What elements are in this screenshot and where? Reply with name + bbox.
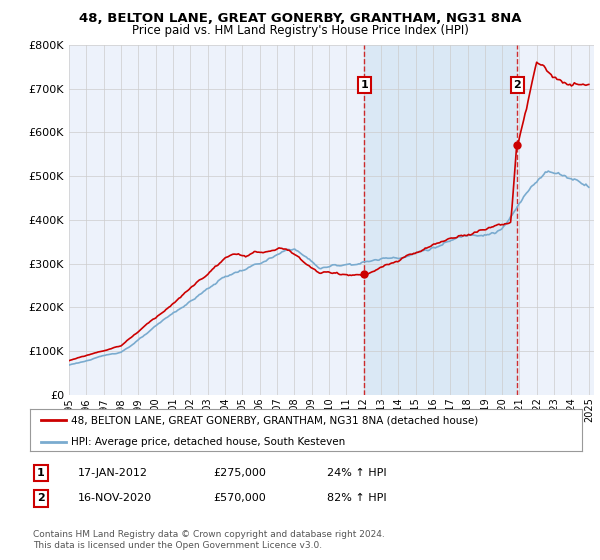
Text: 2: 2 (514, 80, 521, 90)
Text: This data is licensed under the Open Government Licence v3.0.: This data is licensed under the Open Gov… (33, 541, 322, 550)
Text: 2: 2 (37, 493, 44, 503)
Text: 1: 1 (361, 80, 368, 90)
Text: 16-NOV-2020: 16-NOV-2020 (78, 493, 152, 503)
Text: 17-JAN-2012: 17-JAN-2012 (78, 468, 148, 478)
Text: HPI: Average price, detached house, South Kesteven: HPI: Average price, detached house, Sout… (71, 437, 346, 446)
Text: Price paid vs. HM Land Registry's House Price Index (HPI): Price paid vs. HM Land Registry's House … (131, 24, 469, 37)
Text: 82% ↑ HPI: 82% ↑ HPI (327, 493, 386, 503)
Text: 48, BELTON LANE, GREAT GONERBY, GRANTHAM, NG31 8NA (detached house): 48, BELTON LANE, GREAT GONERBY, GRANTHAM… (71, 415, 479, 425)
Text: 48, BELTON LANE, GREAT GONERBY, GRANTHAM, NG31 8NA: 48, BELTON LANE, GREAT GONERBY, GRANTHAM… (79, 12, 521, 25)
Text: £570,000: £570,000 (213, 493, 266, 503)
Text: 1: 1 (37, 468, 44, 478)
Bar (364, 45, 517, 395)
Text: £275,000: £275,000 (213, 468, 266, 478)
Text: 24% ↑ HPI: 24% ↑ HPI (327, 468, 386, 478)
Text: Contains HM Land Registry data © Crown copyright and database right 2024.: Contains HM Land Registry data © Crown c… (33, 530, 385, 539)
